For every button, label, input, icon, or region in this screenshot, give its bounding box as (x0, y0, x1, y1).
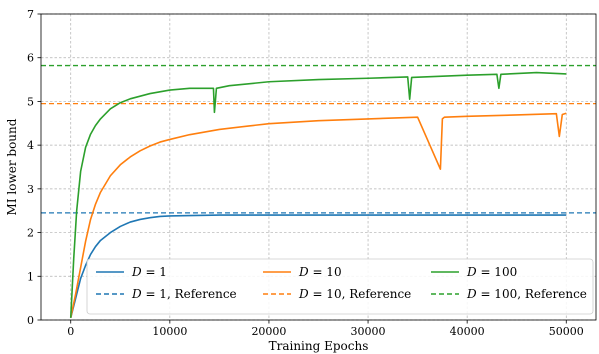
axis-ticks: 0 10000 20000 30000 40000 50000 0 1 2 3 4 5 6 7 (27, 8, 584, 338)
y-tick-label: 4 (27, 139, 34, 152)
series-line (69, 214, 567, 319)
y-tick-label: 6 (27, 52, 34, 65)
x-axis-label: Training Epochs (269, 339, 369, 353)
legend-label: D = 100, Reference (466, 287, 587, 301)
legend-box (86, 258, 594, 315)
y-tick-label: 0 (27, 314, 34, 327)
x-tick-label: 10000 (152, 325, 187, 338)
x-tick-label: 20000 (251, 325, 286, 338)
legend-label: D = 10, Reference (298, 287, 411, 301)
legend-label: D = 100 (466, 265, 517, 279)
y-tick-label: 2 (27, 227, 34, 240)
y-tick-label: 1 (27, 270, 34, 283)
x-tick-label: 0 (67, 325, 74, 338)
series-line (69, 112, 567, 318)
y-tick-label: 3 (27, 183, 34, 196)
series-lines (69, 71, 567, 319)
y-tick-label: 7 (27, 8, 34, 21)
x-tick-label: 50000 (549, 325, 584, 338)
legend-label: D = 1, Reference (131, 287, 237, 301)
legend-label: D = 10 (298, 265, 342, 279)
x-tick-label: 40000 (450, 325, 485, 338)
legend-label: D = 1 (131, 265, 167, 279)
plot-frame (40, 13, 597, 321)
reference-lines (41, 64, 596, 214)
y-tick-label: 5 (27, 95, 34, 108)
x-tick-label: 30000 (351, 325, 386, 338)
legend: D = 1 D = 1, Reference D = 10 D = 10, Refer… (86, 258, 594, 315)
y-axis-label: MI lower bound (5, 118, 19, 215)
series-line (69, 71, 567, 318)
